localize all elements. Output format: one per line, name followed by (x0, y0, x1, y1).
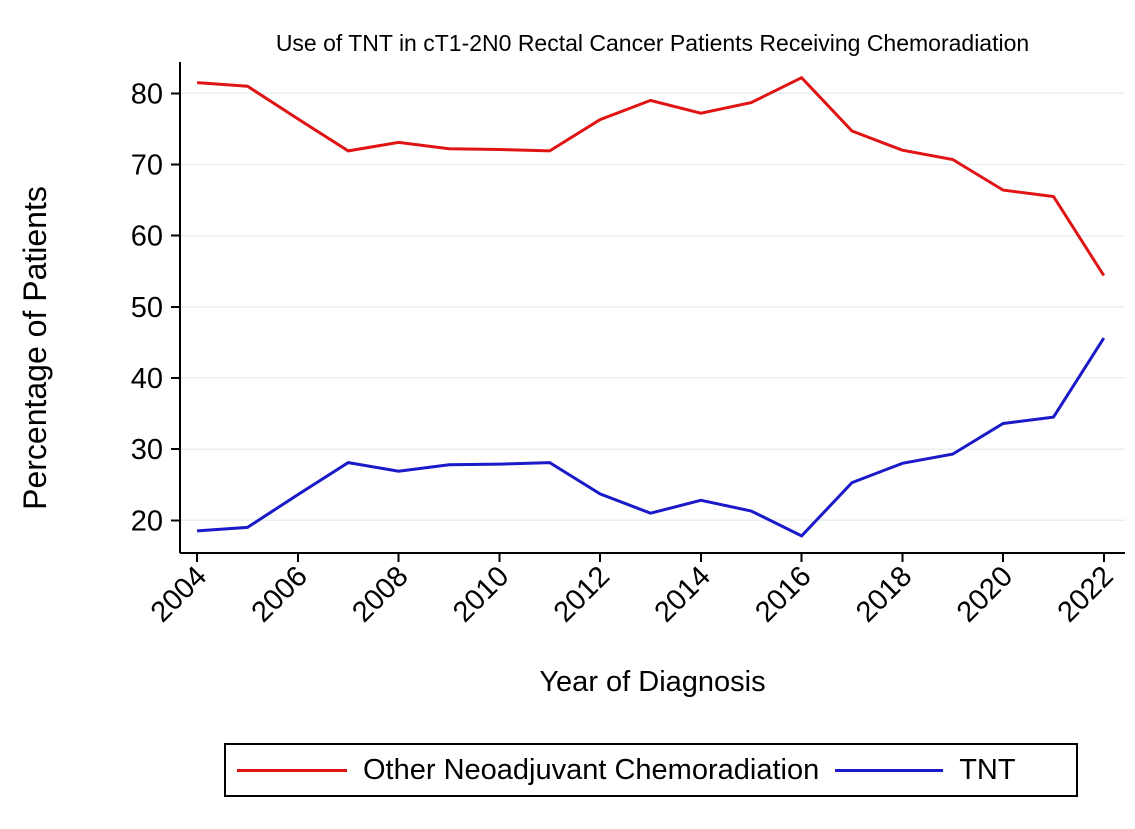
legend-line-sample-tnt (835, 768, 944, 772)
x-tick-label-2010: 2010 (447, 560, 515, 628)
x-tick-label-2014: 2014 (649, 560, 717, 628)
y-tick-label-20: 20 (131, 505, 163, 537)
x-tick-label-2006: 2006 (246, 560, 314, 628)
y-axis-title: Percentage of Patients (17, 186, 53, 510)
series-line-other-neoadjuvant-chemoradiation (196, 75, 1106, 277)
x-tick-label-2004: 2004 (145, 560, 213, 628)
legend-label-other-neoadjuvant-chemoradiation: Other Neoadjuvant Chemoradiation (363, 753, 820, 786)
y-tick-label-50: 50 (131, 292, 163, 324)
legend-label-tnt: TNT (959, 753, 1016, 786)
series-line-tnt (196, 337, 1106, 538)
y-tick-label-60: 60 (131, 221, 163, 253)
y-tick-label-30: 30 (131, 434, 163, 466)
chart-title: Use of TNT in cT1-2N0 Rectal Cancer Pati… (275, 30, 1030, 56)
x-tick-label-2016: 2016 (749, 560, 817, 628)
x-tick-label-2008: 2008 (346, 560, 414, 628)
y-tick-label-70: 70 (131, 149, 163, 181)
y-tick-label-40: 40 (131, 363, 163, 395)
legend: Other Neoadjuvant Chemoradiation TNT (224, 743, 1078, 797)
y-tick-label-80: 80 (131, 78, 163, 110)
x-tick-label-2022: 2022 (1052, 560, 1120, 628)
x-axis-title: Year of Diagnosis (539, 666, 766, 698)
chart-plot: 20 30 40 50 60 70 80 2004 2006 2008 2010 2012 2014 20… (131, 62, 1125, 629)
legend-line-sample-other-neoadjuvant-chemoradiation (237, 768, 347, 772)
x-tick-label-2020: 2020 (951, 560, 1019, 628)
x-tick-label-2018: 2018 (850, 560, 918, 628)
x-tick-label-2012: 2012 (548, 560, 616, 628)
